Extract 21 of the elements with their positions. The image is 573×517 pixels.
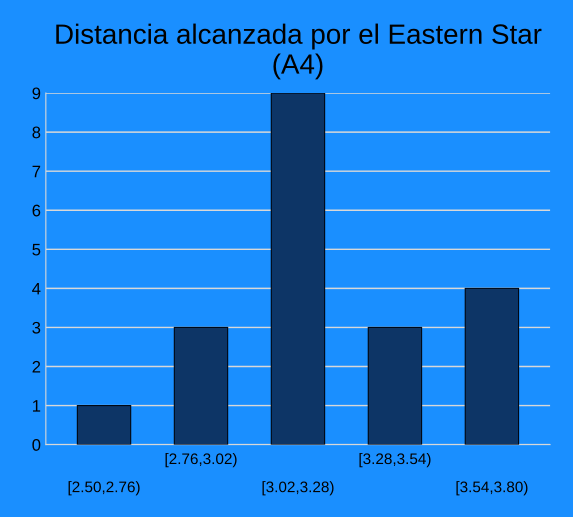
y-tick-label: 8 (32, 126, 40, 138)
bar (464, 288, 520, 445)
y-tick-label: 7 (32, 166, 40, 178)
bar (76, 405, 132, 445)
y-tick-label: 2 (32, 360, 40, 373)
x-tick-label: [2.50,2.76) (68, 481, 140, 496)
x-tick-label: [2.76,3.02) (166, 452, 237, 468)
x-tick-label: [3.54,3.80) (456, 481, 528, 496)
y-tick-label: 3 (32, 322, 40, 334)
y-tick-label: 6 (32, 204, 40, 216)
x-tick-label: [3.02,3.28) (262, 481, 334, 496)
chart-title: Distancia alcanzada por el Eastern Star (A4) (56, 24, 542, 80)
bar (174, 326, 228, 445)
y-tick-label: 0 (32, 439, 40, 451)
y-tick-label: 1 (32, 400, 40, 412)
y-tick-label: 9 (32, 87, 40, 100)
bar (270, 93, 326, 445)
y-tick-label: 5 (32, 244, 40, 256)
x-tick-label: [3.28,3.54) (360, 452, 431, 468)
bar (368, 326, 422, 445)
y-tick-label: 4 (32, 282, 40, 294)
